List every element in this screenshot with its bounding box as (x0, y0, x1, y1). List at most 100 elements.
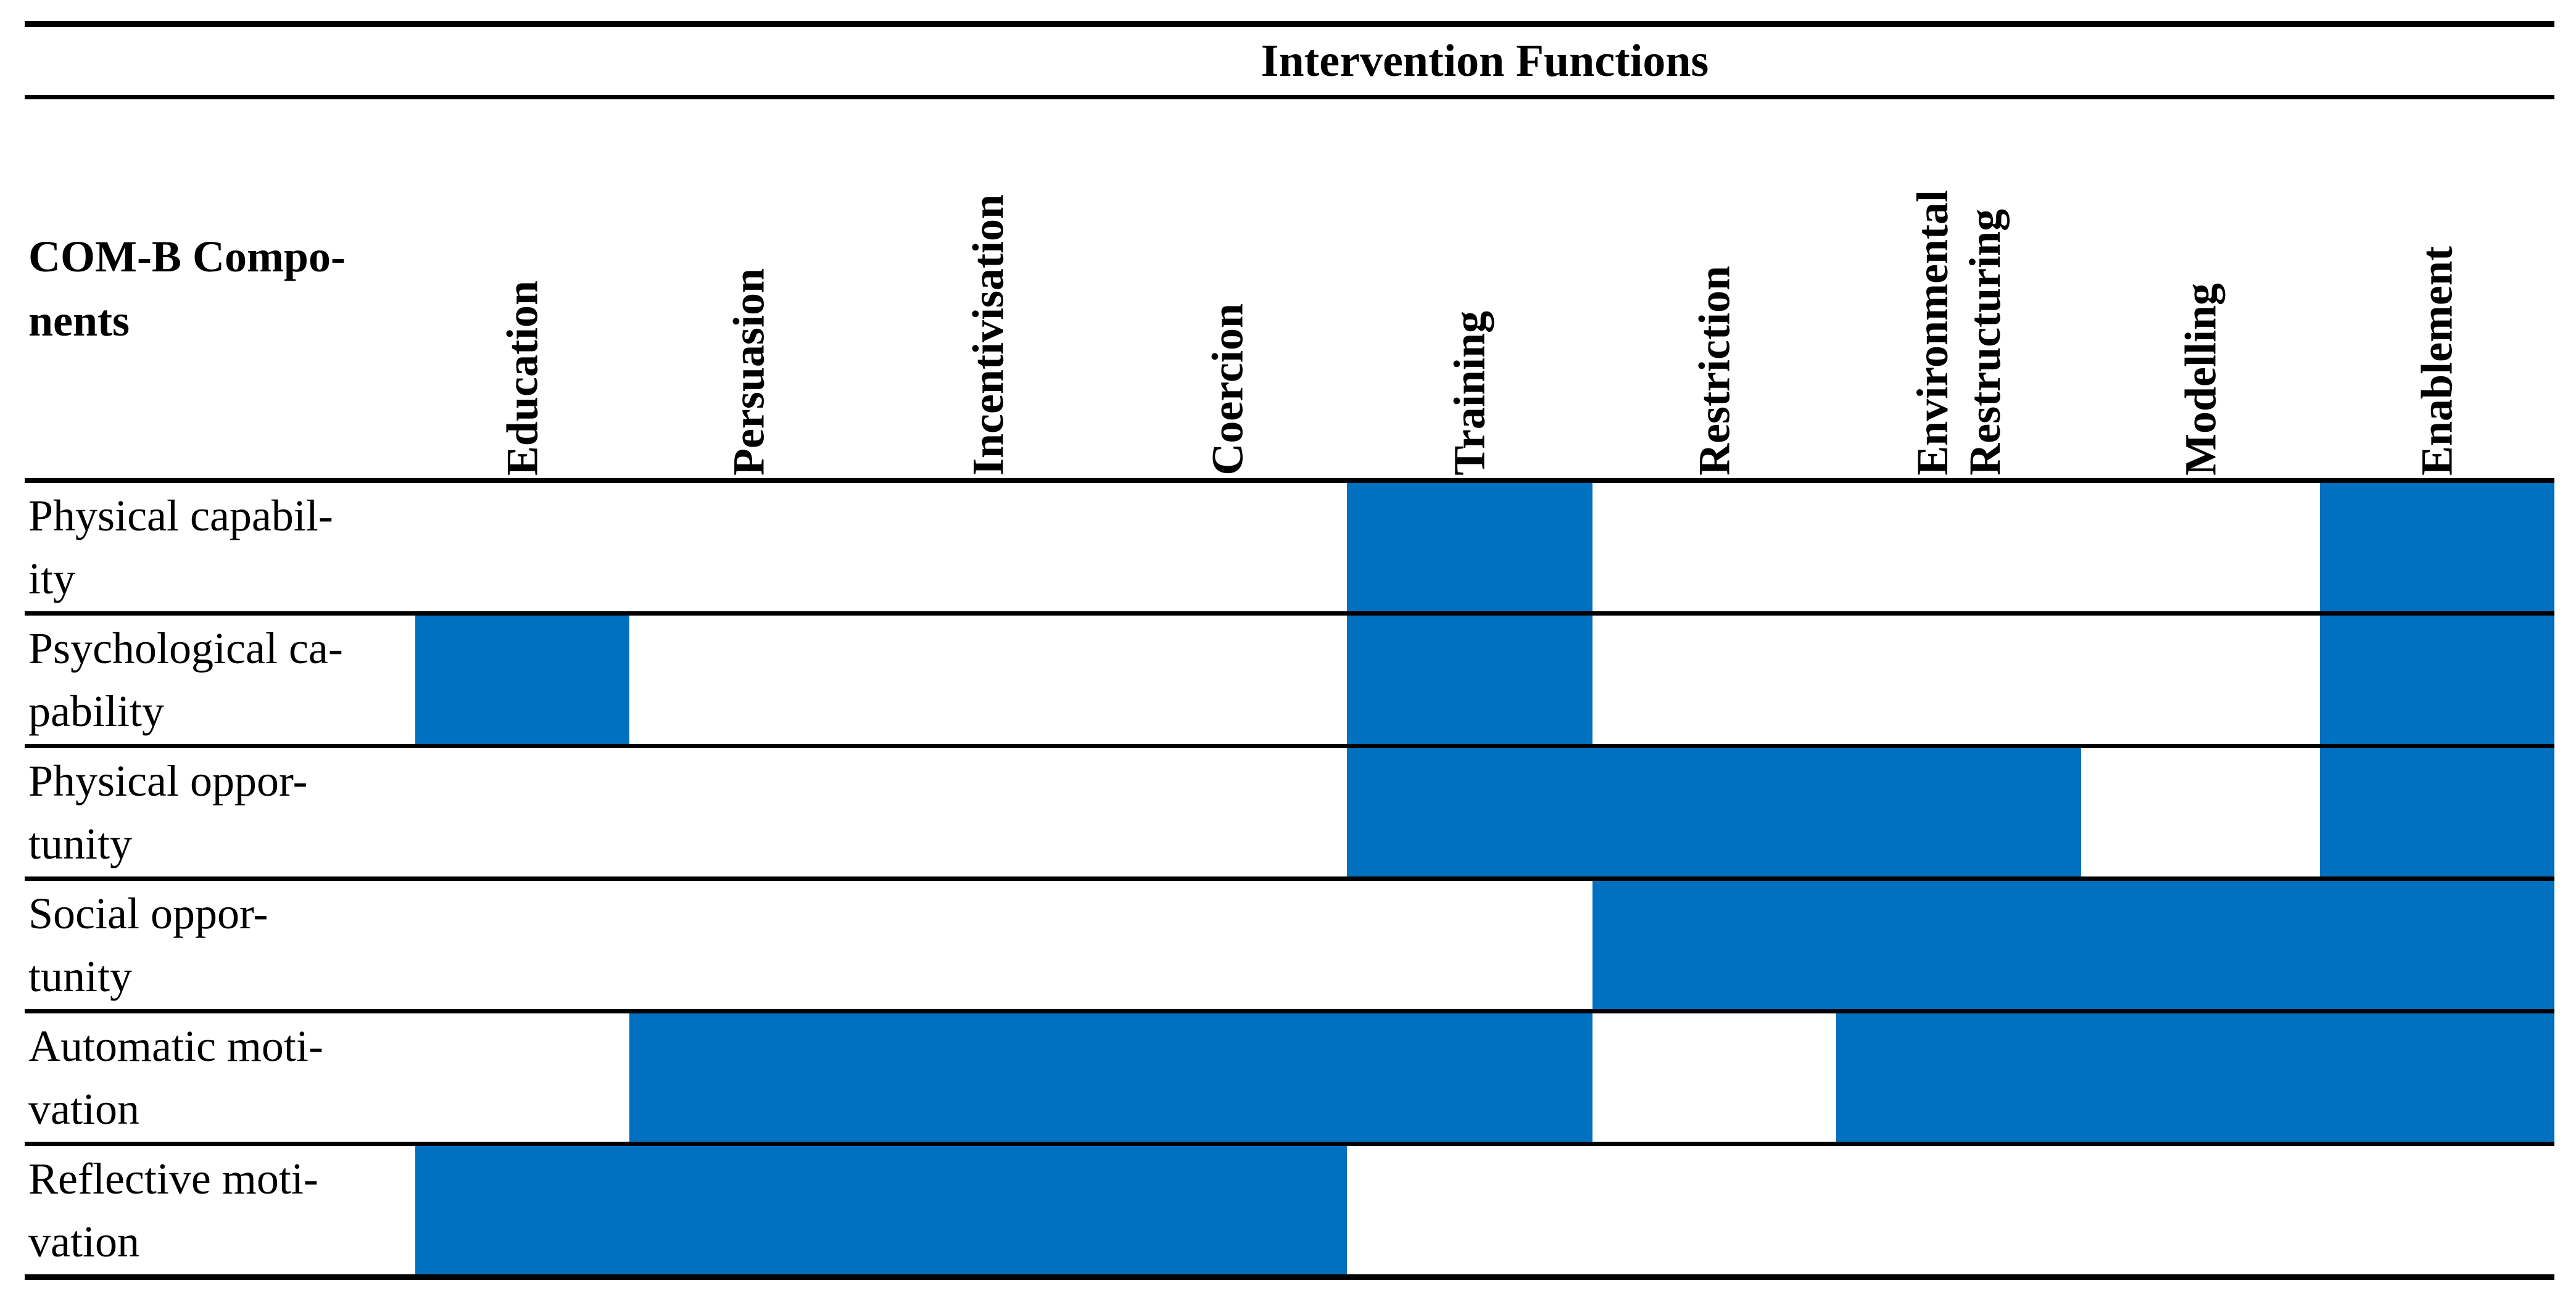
column-header-persuasion: Persuasion (629, 99, 869, 478)
row-label-line: Social oppor- (28, 889, 268, 938)
matrix-cell (869, 616, 1108, 744)
table-row-psychological-capability: Psychological ca- pability (25, 616, 2554, 744)
column-header-label: Education (496, 281, 549, 476)
column-header-line: Modelling (2176, 282, 2226, 476)
column-header-restriction: Restriction (1592, 99, 1836, 478)
column-header-line: Restructuring (1960, 209, 2010, 476)
matrix-cell (1108, 748, 1347, 876)
matrix-cell (1592, 1146, 1836, 1274)
matrix-cell (1836, 1146, 2081, 1274)
column-header-label: Incentivisation (963, 194, 1015, 476)
matrix-cell (2081, 881, 2320, 1009)
column-header-label: Training (1444, 311, 1496, 476)
column-header-line: Education (497, 280, 547, 476)
corner-header-comb-components: COM-B Compo- nents (25, 99, 415, 478)
matrix-cell (415, 748, 629, 876)
matrix-cell (629, 1013, 869, 1142)
row-label-line: Physical capabil- (28, 491, 333, 540)
matrix-cell (415, 483, 629, 611)
matrix-cell (415, 616, 629, 744)
matrix-cell (869, 748, 1108, 876)
row-divider-rule (25, 1142, 2554, 1146)
column-header-coercion: Coercion (1108, 99, 1347, 478)
row-label-line: Reflective moti- (28, 1154, 318, 1203)
table-row-reflective-motivation: Reflective moti- vation (25, 1146, 2554, 1274)
column-header-line: Coercion (1203, 303, 1253, 476)
matrix-cell (869, 483, 1108, 611)
column-header-label: Coercion (1201, 303, 1254, 476)
corner-header-line: nents (28, 296, 130, 345)
matrix-cell (1108, 881, 1347, 1009)
header-underline-rule (25, 478, 2554, 483)
table-row-physical-opportunity: Physical oppor- tunity (25, 748, 2554, 876)
matrix-cell (2081, 483, 2320, 611)
matrix-cell (1347, 616, 1592, 744)
matrix-cell (1108, 483, 1347, 611)
matrix-cell (1592, 748, 1836, 876)
row-label-line: tunity (28, 819, 133, 868)
matrix-cell (1836, 1013, 2081, 1142)
row-label-social-opportunity: Social oppor- tunity (25, 881, 415, 1009)
column-header-label: Persuasion (723, 268, 776, 476)
row-label-line: Psychological ca- (28, 624, 343, 673)
matrix-cell (415, 881, 629, 1009)
matrix-cell (869, 881, 1108, 1009)
row-label-line: vation (28, 1217, 139, 1266)
row-divider-rule (25, 744, 2554, 748)
matrix-cell (2320, 616, 2554, 744)
matrix-cell (629, 616, 869, 744)
matrix-cell (1836, 616, 2081, 744)
matrix-cell (1347, 1013, 1592, 1142)
matrix-cell (2320, 748, 2554, 876)
matrix-cell (2320, 1146, 2554, 1274)
matrix-cell (1836, 748, 2081, 876)
row-label-line: Physical oppor- (28, 756, 308, 806)
row-label-line: ity (28, 554, 76, 603)
column-header-line: Training (1444, 311, 1494, 476)
matrix-cell (1347, 483, 1592, 611)
row-label-physical-opportunity: Physical oppor- tunity (25, 748, 415, 876)
row-label-automatic-motivation: Automatic moti- vation (25, 1013, 415, 1142)
row-label-line: Automatic moti- (28, 1021, 323, 1071)
column-header-label: Restriction (1688, 266, 1741, 476)
matrix-cell (2320, 1013, 2554, 1142)
column-header-label: Environmental Restructuring (1907, 190, 2011, 476)
bottom-rule (25, 1274, 2554, 1280)
matrix-cell (1108, 1146, 1347, 1274)
row-label-psychological-capability: Psychological ca- pability (25, 616, 415, 744)
matrix-cell (1108, 1013, 1347, 1142)
column-header-enablement: Enablement (2320, 99, 2554, 478)
corner-header-line: COM-B Compo- (28, 232, 346, 281)
matrix-cell (869, 1146, 1108, 1274)
column-header-label: Enablement (2411, 246, 2464, 476)
column-header-incentivisation: Incentivisation (869, 99, 1108, 478)
row-label-line: pability (28, 687, 164, 736)
matrix-cell (629, 748, 869, 876)
column-header-training: Training (1347, 99, 1592, 478)
row-divider-rule (25, 876, 2554, 881)
matrix-cell (2081, 748, 2320, 876)
title-underline-rule (25, 95, 2554, 99)
column-header-line: Persuasion (724, 268, 774, 476)
row-label-line: vation (28, 1084, 139, 1134)
row-label-physical-capability: Physical capabil- ity (25, 483, 415, 611)
column-header-line: Enablement (2412, 245, 2462, 476)
column-header-line: Incentivisation (963, 194, 1013, 476)
matrix-cell (2320, 483, 2554, 611)
matrix-cell (2081, 1013, 2320, 1142)
matrix-cell (1592, 616, 1836, 744)
matrix-cell (629, 483, 869, 611)
matrix-cell (1347, 748, 1592, 876)
title-band: Intervention Functions (25, 27, 2554, 95)
table-title: Intervention Functions (1261, 36, 1709, 86)
header-row: COM-B Compo- nents Education Persuasion … (25, 99, 2554, 478)
matrix-cell (1592, 483, 1836, 611)
row-divider-rule (25, 611, 2554, 616)
table-row-social-opportunity: Social oppor- tunity (25, 881, 2554, 1009)
matrix-cell (629, 881, 869, 1009)
column-header-line: Restriction (1689, 266, 1739, 476)
row-divider-rule (25, 1009, 2554, 1013)
matrix-cell (1836, 881, 2081, 1009)
